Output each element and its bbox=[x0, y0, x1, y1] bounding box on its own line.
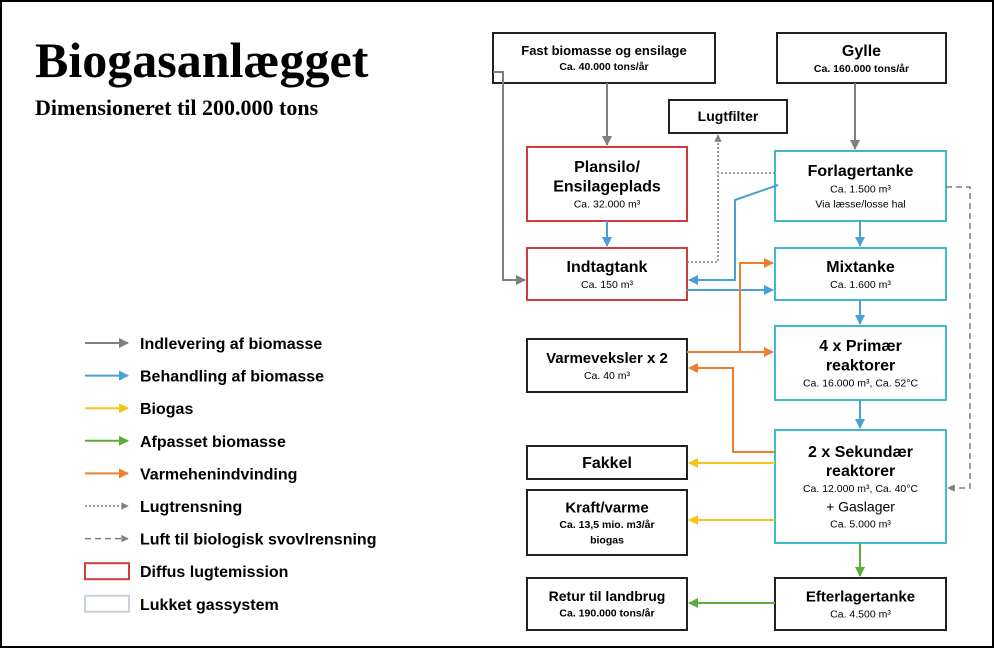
node-text: Ca. 160.000 tons/år bbox=[814, 63, 909, 75]
node-text: Ca. 40.000 tons/år bbox=[559, 61, 648, 73]
subtitle: Dimensioneret til 200.000 tons bbox=[35, 95, 319, 120]
node-text: Plansilo/ bbox=[574, 159, 640, 176]
node-box bbox=[774, 577, 947, 631]
node-box bbox=[774, 325, 947, 401]
node-text: Indtagtank bbox=[567, 259, 648, 276]
legend-swatch bbox=[84, 562, 130, 581]
node-text: reaktorer bbox=[826, 357, 895, 374]
node-text: Ensilageplads bbox=[553, 178, 661, 195]
node-text: Via læsse/losse hal bbox=[815, 198, 905, 210]
node-text: Forlagertanke bbox=[808, 163, 914, 180]
legend-label: Varmehenindvinding bbox=[140, 466, 297, 483]
node-text: Retur til landbrug bbox=[549, 588, 666, 604]
title: Biogasanlægget bbox=[35, 32, 369, 88]
node-text: Ca. 4.500 m³ bbox=[830, 608, 891, 620]
arrow bbox=[739, 258, 774, 352]
legend-label: Diffus lugtemission bbox=[140, 564, 288, 581]
node-text: Efterlagertanke bbox=[806, 588, 915, 605]
node-text: Ca. 5.000 m³ bbox=[830, 519, 891, 531]
node-box bbox=[668, 99, 788, 134]
node-text: 4 x Primær bbox=[819, 338, 902, 355]
node-text: 2 x Sekundær bbox=[808, 444, 913, 461]
node-text: Ca. 13,5 mio. m3/år bbox=[559, 519, 654, 531]
node-text: Ca. 1.500 m³ bbox=[830, 183, 891, 195]
node-box bbox=[526, 338, 688, 393]
node-box bbox=[776, 32, 947, 84]
node-text: + Gaslager bbox=[826, 498, 895, 514]
legend-label: Luft til biologisk svovlrensning bbox=[140, 532, 376, 549]
node-box bbox=[774, 247, 947, 301]
node-text: Kraft/varme bbox=[565, 499, 648, 516]
node-text: Lugtfilter bbox=[698, 108, 759, 124]
legend-swatch bbox=[84, 594, 130, 613]
node-text: Ca. 150 m³ bbox=[581, 279, 633, 291]
node-box bbox=[526, 489, 688, 556]
node-box bbox=[492, 32, 716, 84]
node-text: Ca. 12.000 m³, Ca. 40°C bbox=[803, 483, 919, 495]
legend-label: Afpasset biomasse bbox=[140, 434, 286, 451]
node-text: biogas bbox=[590, 534, 624, 546]
node-text: reaktorer bbox=[826, 463, 895, 480]
node-box bbox=[526, 445, 688, 480]
node-text: Fast biomasse og ensilage bbox=[521, 43, 686, 58]
arrow bbox=[946, 186, 971, 492]
legend-label: Biogas bbox=[140, 401, 193, 418]
arrow bbox=[688, 184, 779, 285]
node-box bbox=[526, 247, 688, 301]
node-text: Ca. 32.000 m³ bbox=[574, 198, 641, 210]
node-text: Fakkel bbox=[582, 455, 632, 472]
legend-label: Lugtrensning bbox=[140, 499, 242, 516]
legend-label: Behandling af biomasse bbox=[140, 369, 324, 386]
arrow bbox=[493, 71, 526, 285]
node-text: Ca. 190.000 tons/år bbox=[559, 608, 654, 620]
arrow bbox=[688, 363, 775, 453]
node-text: Ca. 16.000 m³, Ca. 52°C bbox=[803, 377, 919, 389]
node-text: Ca. 40 m³ bbox=[584, 370, 631, 382]
arrow bbox=[687, 134, 722, 263]
node-text: Mixtanke bbox=[826, 259, 895, 276]
node-text: Varmeveksler x 2 bbox=[546, 350, 668, 367]
legend-label: Indlevering af biomasse bbox=[140, 336, 322, 353]
node-text: Gylle bbox=[842, 43, 881, 60]
node-text: Ca. 1.600 m³ bbox=[830, 279, 891, 291]
node-box bbox=[526, 577, 688, 631]
legend-label: Lukket gassystem bbox=[140, 597, 279, 614]
